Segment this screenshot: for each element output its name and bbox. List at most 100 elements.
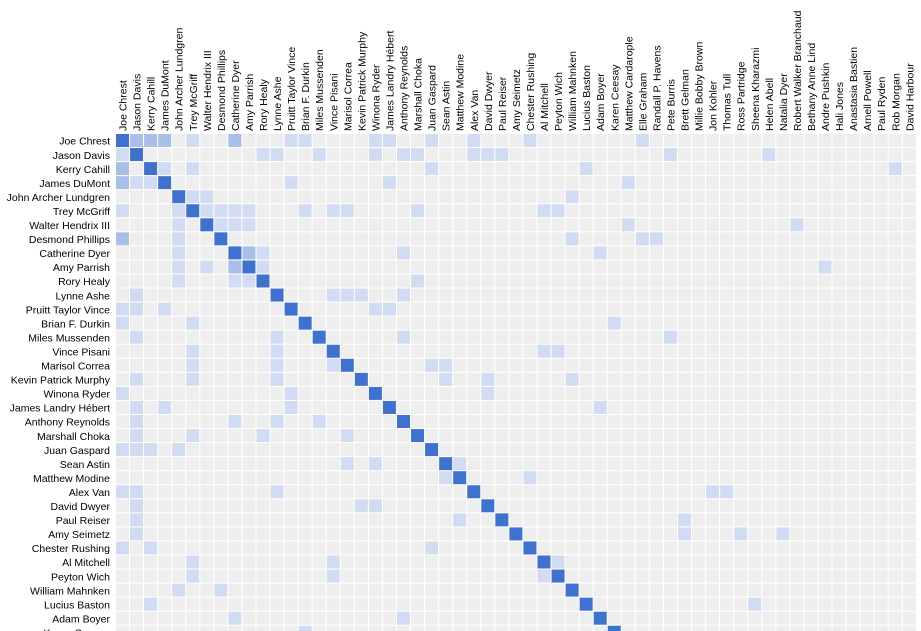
matrix-cell (537, 302, 551, 316)
matrix-cell-filled (130, 302, 144, 316)
matrix-cell (832, 499, 846, 513)
matrix-cell (762, 344, 776, 358)
matrix-cell (804, 415, 818, 428)
matrix-cell (467, 246, 481, 260)
matrix-cell (902, 344, 916, 358)
matrix-cell (172, 316, 186, 330)
matrix-cell (621, 330, 635, 344)
matrix-cell (706, 358, 720, 372)
matrix-cell (874, 288, 888, 302)
matrix-cell (214, 541, 228, 555)
matrix-cell (776, 499, 790, 513)
matrix-cell (551, 134, 565, 147)
matrix-cell (874, 386, 888, 400)
matrix-cell-filled (158, 400, 172, 414)
matrix-cell (804, 471, 818, 485)
matrix-cell-filled (270, 415, 284, 428)
column-label: Amy Parrish (244, 74, 256, 131)
matrix-cell (312, 597, 326, 611)
column-label: Thomas Tull (722, 74, 734, 131)
matrix-cell (354, 274, 368, 288)
matrix-cell (242, 597, 256, 611)
matrix-cell (116, 527, 129, 541)
column-label: Matthew Modine (455, 54, 467, 131)
matrix-cell (340, 611, 354, 625)
matrix-cell (790, 583, 804, 597)
matrix-cell (354, 246, 368, 260)
matrix-cell (649, 611, 663, 625)
matrix-cell (116, 218, 129, 232)
matrix-cell (846, 148, 860, 162)
matrix-cell (158, 457, 172, 471)
matrix-cell (284, 415, 298, 428)
matrix-cell-filled (790, 218, 804, 232)
matrix-cell-filled (354, 288, 368, 302)
matrix-cell (621, 415, 635, 428)
matrix-cell (804, 485, 818, 499)
matrix-cell (635, 274, 649, 288)
matrix-cell (172, 457, 186, 471)
matrix-cell (832, 330, 846, 344)
matrix-cell-filled (649, 232, 663, 246)
matrix-cell (790, 274, 804, 288)
matrix-cell (411, 597, 425, 611)
matrix-cell (846, 457, 860, 471)
matrix-cell (706, 513, 720, 527)
matrix-cell (663, 457, 677, 471)
matrix-cell-filled (228, 218, 242, 232)
matrix-cell (270, 555, 284, 569)
matrix-cell (495, 176, 509, 190)
matrix-cell (158, 316, 172, 330)
matrix-cell (228, 625, 242, 631)
matrix-cell (579, 358, 593, 372)
matrix-cell (284, 358, 298, 372)
matrix-cell (130, 541, 144, 555)
matrix-cell (298, 429, 312, 443)
matrix-cell (326, 485, 340, 499)
matrix-cell (509, 358, 523, 372)
matrix-cell (298, 485, 312, 499)
matrix-cell (228, 148, 242, 162)
matrix-cell-filled (565, 190, 579, 204)
matrix-cell (776, 232, 790, 246)
matrix-cell (158, 232, 172, 246)
row-label: Winona Ryder (43, 389, 110, 401)
matrix-cell (270, 569, 284, 583)
matrix-cell (790, 190, 804, 204)
matrix-cell (326, 176, 340, 190)
row-label: Jason Davis (53, 150, 110, 162)
matrix-cell (720, 260, 734, 274)
matrix-cell (804, 555, 818, 569)
matrix-cell (284, 246, 298, 260)
matrix-cell (874, 274, 888, 288)
matrix-cell (607, 471, 621, 485)
matrix-cell-filled (411, 204, 425, 218)
matrix-cell (228, 190, 242, 204)
matrix-cell-filled (242, 204, 256, 218)
matrix-cell (537, 443, 551, 457)
matrix-cell (579, 443, 593, 457)
matrix-cell (565, 260, 579, 274)
matrix-cell (214, 429, 228, 443)
matrix-cell-filled (284, 176, 298, 190)
row-label: Kevin Patrick Murphy (11, 375, 111, 387)
matrix-cell (537, 218, 551, 232)
matrix-cell (439, 485, 453, 499)
matrix-cell (678, 415, 691, 428)
matrix-cell-filled (284, 400, 298, 414)
matrix-cell (425, 386, 439, 400)
matrix-cell (678, 386, 691, 400)
matrix-cell (607, 372, 621, 386)
matrix-cell (762, 541, 776, 555)
matrix-cell-filled (425, 134, 439, 147)
matrix-cell (551, 148, 565, 162)
matrix-cell (495, 400, 509, 414)
matrix-cell (874, 190, 888, 204)
column-label: Helen Abell (764, 78, 776, 131)
matrix-cell (776, 330, 790, 344)
matrix-cell (720, 415, 734, 428)
matrix-cell (200, 611, 214, 625)
matrix-cell-filled (565, 372, 579, 386)
matrix-cell (537, 513, 551, 527)
